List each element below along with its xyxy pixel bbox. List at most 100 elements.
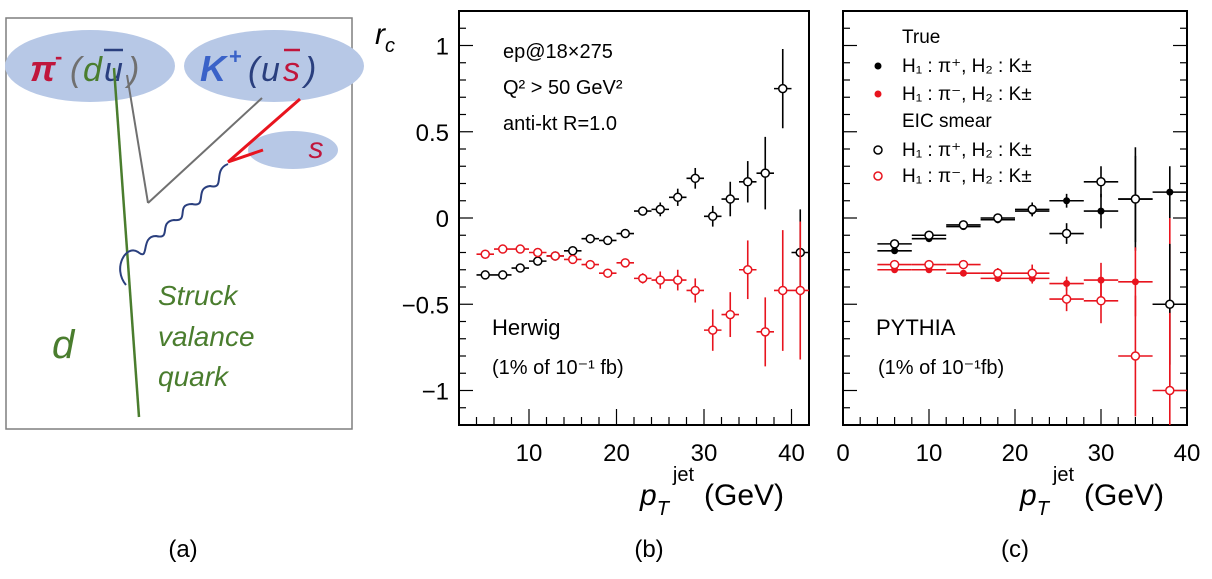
marker-filled [891,247,899,255]
data-point-c-s1 [946,269,981,277]
xtick-labels-c: 0 10 20 30 40 [836,440,1200,467]
data-point-c-s3 [1152,312,1187,425]
d-quark-label: d [52,323,76,367]
chart-panel-c: 0 10 20 30 40 True H₁ : π⁺, H₂ : K± H₁ : π⁻,… [836,10,1200,520]
panel-label-b: (b) [634,536,663,563]
data-point-b-s0 [581,233,599,244]
data-point-c-s3 [1083,278,1119,324]
data-point-c-s2 [980,213,1015,223]
marker-open [638,206,648,216]
info-line-2: Q² > 50 GeV² [503,77,623,99]
data-point-c-s3 [1049,287,1084,312]
s-quark-label: s [309,132,324,165]
data-point-b-s0 [686,167,704,189]
marker-open [585,233,595,244]
marker-open [743,177,753,187]
data-point-b-s0 [651,202,669,217]
legend-marker-true-piplus [874,62,882,70]
struck-line-2: valance [158,321,255,352]
marker-open [515,263,525,273]
marker-open [603,235,613,246]
marker-open [924,259,934,270]
xlabel-b-main: p [639,479,657,512]
xtick-label-b: 20 [603,440,630,467]
data-point-c-s3 [946,259,981,270]
data-point-b-s0 [564,246,582,256]
marker-open [778,285,788,296]
data-point-b-s1 [739,240,757,300]
marker-open [1130,194,1141,204]
ylabel-b-sub: c [385,35,395,57]
marker-open [620,258,630,268]
marker-open [795,285,805,296]
marker-open [568,246,578,256]
ylabel-b: rc [375,18,395,57]
data-point-b-s1 [599,268,617,278]
data-point-b-s0 [511,263,529,273]
legend-marker-smear-piminus [873,171,883,181]
marker-open [603,268,613,278]
marker-open [1165,385,1175,396]
marker-open [778,83,788,94]
pion-symbol: π [30,48,56,89]
ticks-c [842,27,1188,425]
pion-paren-open: ( [70,51,85,89]
chart-panel-b: −1 −0.5 0 0.5 1 10 20 30 40 rc ep@18×275 Q² > 5… [375,10,810,520]
kaon-paren-close: ) [301,51,316,89]
xtick-label-c: 40 [1174,440,1201,467]
pion-bubble [5,30,175,102]
ytick-labels-b: −1 −0.5 0 0.5 1 [402,34,449,406]
diagram-panel-a: π - ( d u ) K + ( u s ) s d Struck valan… [5,17,364,430]
data-point-b-s1 [651,271,669,289]
xlabel-c-unit: (GeV) [1084,479,1164,512]
xlabel-c-sup: jet [1052,464,1075,486]
marker-open [673,192,683,203]
lumi-b: (1% of 10⁻¹ fb) [492,357,624,379]
marker-open [708,325,718,335]
marker-open [585,259,595,270]
data-point-c-s0 [1083,193,1119,229]
data-point-b-s1 [669,269,687,291]
legend-title-true: True [902,27,940,48]
marker-open [515,244,525,254]
marker-open [1027,268,1037,278]
data-point-b-s1 [511,244,529,254]
marker-filled [1131,278,1139,286]
plot-b [476,48,809,367]
legend-entry-3: H₁ : π⁺, H₂ : K± [902,140,1032,161]
data-point-b-s0 [669,188,687,206]
marker-filled [1063,280,1071,288]
data-point-b-s1 [756,297,774,367]
marker-open [655,275,665,285]
marker-open [760,327,770,337]
marker-filled [1166,188,1174,196]
marker-open [568,254,578,265]
data-point-b-s1 [494,244,512,254]
marker-open [1165,299,1175,309]
ytick-label-b: 1 [436,34,449,61]
ytick-label-b: −0.5 [402,292,449,319]
struck-line-3: quark [158,361,230,392]
marker-open [480,270,490,280]
kaon-antiquark: s [283,51,300,89]
marker-open [533,256,543,266]
data-point-b-s0 [774,48,792,129]
xlabel-c-sub: T [1037,498,1051,520]
pion-charge: - [55,44,62,69]
data-point-b-s0 [616,228,634,239]
xtick-label-c: 10 [916,440,943,467]
generator-b: Herwig [492,315,560,340]
marker-open [760,168,770,178]
xtick-label-c: 20 [1002,440,1029,467]
xtick-label-c: 0 [836,440,849,467]
marker-open [673,275,683,285]
data-point-b-s1 [529,247,547,258]
kaon-paren-open: ( [248,51,263,89]
legend-entry-2: H₁ : π⁻, H₂ : K± [902,84,1032,105]
marker-open [743,265,753,275]
data-point-c-s2 [1083,166,1119,198]
legend-c: True H₁ : π⁺, H₂ : K± H₁ : π⁻, H₂ : K± E… [873,27,1032,187]
data-point-b-s0 [494,270,512,280]
panel-label-a: (a) [168,536,197,563]
xlabel-b-sub: T [657,498,671,520]
